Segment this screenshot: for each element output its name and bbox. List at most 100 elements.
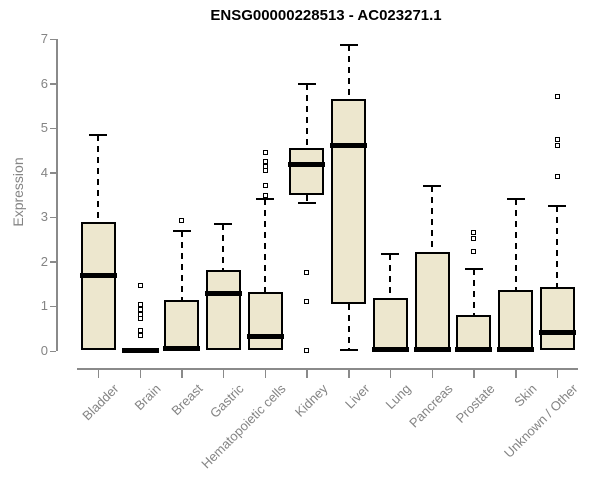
- outlier-point: [262, 163, 268, 169]
- y-axis-label: Expression: [10, 157, 26, 227]
- iqr-box: [372, 297, 408, 351]
- outlier-point: [304, 270, 310, 276]
- median-line: [79, 272, 117, 278]
- x-tick: [97, 368, 100, 378]
- y-tick: [50, 305, 56, 308]
- upper-whisker: [556, 205, 559, 287]
- iqr-box: [80, 221, 116, 351]
- chart-title: ENSG00000228513 - AC023271.1: [210, 7, 442, 24]
- x-tick: [515, 368, 517, 378]
- outlier-point: [262, 159, 268, 165]
- lower-whisker: [305, 195, 308, 204]
- iqr-box: [456, 315, 492, 351]
- iqr-box: [498, 290, 533, 351]
- outlier-point: [262, 182, 268, 188]
- upper-whisker-cap: [381, 253, 400, 256]
- upper-whisker-cap: [464, 267, 483, 270]
- upper-whisker-cap: [214, 222, 233, 225]
- upper-whisker: [389, 254, 392, 298]
- outlier-point: [262, 192, 268, 198]
- upper-whisker-cap: [89, 133, 108, 136]
- outlier-point: [262, 167, 268, 173]
- x-tick: [222, 368, 225, 378]
- median-line: [121, 347, 159, 353]
- outlier-point: [471, 230, 477, 236]
- y-tick-label: 7: [40, 31, 48, 46]
- lower-whisker-cap: [297, 202, 316, 205]
- outlier-point: [471, 248, 477, 254]
- outlier-point: [137, 327, 143, 333]
- outlier-point: [554, 94, 560, 100]
- y-tick: [50, 83, 56, 85]
- y-tick: [50, 172, 56, 174]
- x-tick: [473, 368, 475, 378]
- x-tick: [181, 368, 183, 378]
- x-tick: [348, 368, 350, 378]
- y-tick: [50, 216, 56, 219]
- y-tick: [50, 350, 56, 352]
- median-line: [246, 333, 284, 339]
- upper-whisker: [305, 84, 308, 149]
- outlier-point: [554, 136, 560, 142]
- upper-whisker: [514, 199, 517, 291]
- outlier-point: [137, 283, 143, 289]
- y-tick: [50, 261, 56, 263]
- upper-whisker: [472, 268, 475, 316]
- y-tick: [50, 127, 56, 130]
- y-tick-label: 0: [40, 343, 48, 358]
- median-line: [538, 329, 576, 335]
- iqr-box: [164, 299, 200, 351]
- y-tick-label: 5: [40, 120, 48, 136]
- x-tick: [431, 368, 434, 378]
- iqr-box: [414, 252, 450, 351]
- lower-whisker-cap: [339, 349, 358, 352]
- outlier-point: [554, 173, 560, 179]
- outlier-point: [137, 307, 143, 313]
- x-tick: [306, 368, 308, 378]
- upper-whisker: [222, 223, 225, 270]
- median-line: [204, 290, 242, 296]
- iqr-box: [247, 292, 283, 351]
- outlier-point: [137, 316, 143, 322]
- upper-whisker: [180, 230, 183, 300]
- upper-whisker-cap: [256, 197, 275, 200]
- median-line: [413, 346, 451, 352]
- outlier-point: [137, 301, 143, 307]
- upper-whisker-cap: [423, 185, 442, 188]
- y-tick: [50, 38, 56, 40]
- iqr-box: [331, 98, 367, 304]
- upper-whisker-cap: [172, 229, 191, 232]
- upper-whisker: [431, 186, 434, 253]
- outlier-point: [137, 332, 143, 338]
- upper-whisker-cap: [548, 204, 567, 207]
- median-line: [371, 346, 409, 352]
- median-line: [288, 162, 326, 168]
- outlier-point: [304, 298, 310, 304]
- outlier-point: [471, 235, 477, 241]
- y-tick-label: 2: [40, 253, 48, 269]
- outlier-point: [304, 347, 310, 353]
- upper-whisker: [97, 134, 100, 222]
- outlier-point: [179, 218, 185, 224]
- upper-whisker: [264, 198, 267, 293]
- median-line: [455, 346, 493, 352]
- iqr-box: [539, 286, 575, 351]
- median-line: [497, 346, 534, 352]
- y-axis-line: [56, 39, 58, 351]
- x-tick: [389, 368, 392, 378]
- outlier-point: [137, 311, 143, 317]
- x-axis-line: [77, 368, 578, 370]
- upper-whisker-cap: [339, 44, 358, 47]
- x-tick: [556, 368, 559, 378]
- median-line: [163, 346, 201, 352]
- outlier-point: [262, 150, 268, 156]
- upper-whisker-cap: [506, 198, 525, 201]
- y-tick-label: 1: [40, 298, 48, 314]
- median-line: [330, 143, 368, 149]
- iqr-box: [289, 148, 325, 195]
- y-tick-label: 6: [40, 75, 48, 91]
- y-tick-label: 3: [40, 209, 48, 225]
- lower-whisker: [347, 303, 350, 351]
- x-tick: [139, 368, 142, 378]
